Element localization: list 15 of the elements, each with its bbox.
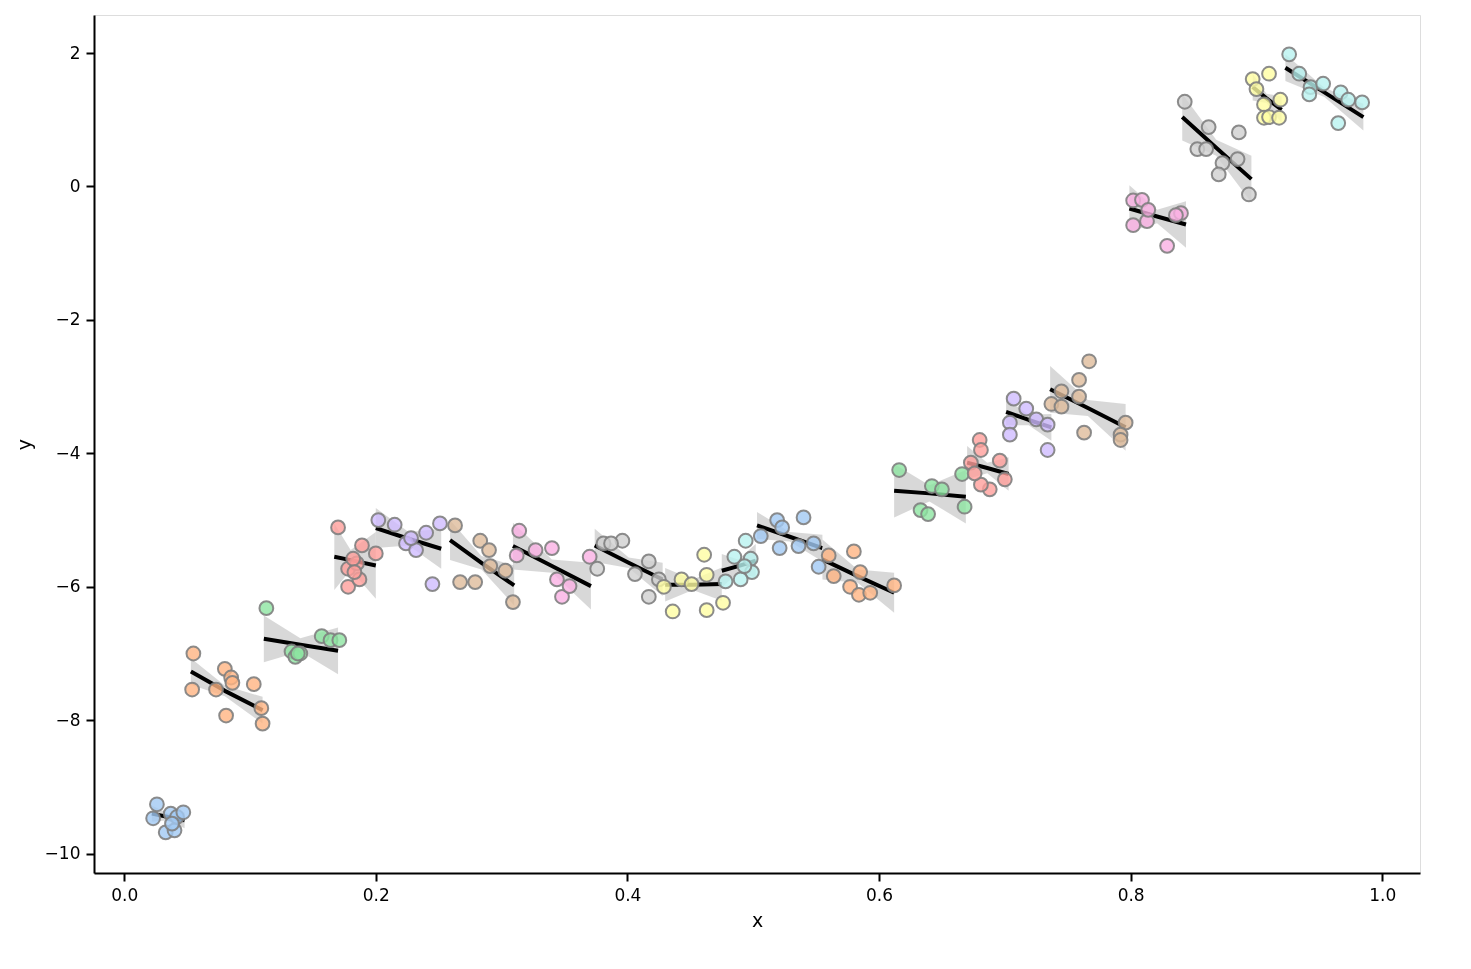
y-tick-label: −6 [55, 576, 81, 597]
x-tick-label: 0.2 [362, 884, 390, 905]
x-tick-label: 0.4 [614, 884, 642, 905]
y-tick-label: −10 [44, 843, 81, 864]
y-tick-label: −2 [55, 309, 81, 330]
y-tick-label: −4 [55, 442, 81, 463]
y-tick-label: 0 [69, 175, 81, 196]
x-tick-label: 0.0 [111, 884, 139, 905]
y-axis-title: y [12, 438, 35, 451]
x-axis-title: x [751, 908, 764, 931]
x-tick-label: 0.8 [1117, 884, 1145, 905]
y-tick-label: 2 [69, 42, 81, 63]
x-tick-label: 0.6 [866, 884, 894, 905]
y-tick-label: −8 [55, 709, 81, 730]
x-tick-label: 1.0 [1369, 884, 1397, 905]
